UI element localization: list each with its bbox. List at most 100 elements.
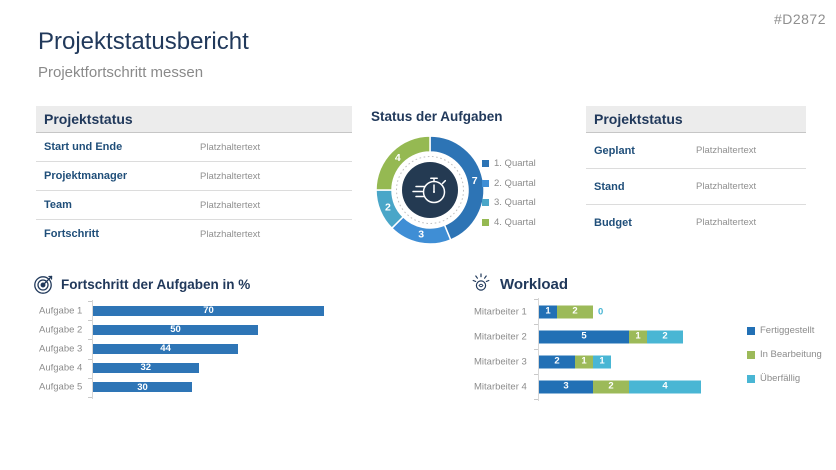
workload-row: Mitarbeiter 4 3 2 4 xyxy=(472,374,742,399)
legend-label: 4. Quartal xyxy=(494,216,536,228)
row-value: Platzhaltertext xyxy=(696,217,757,228)
stacked-segment: 1 xyxy=(629,330,647,343)
axis-tick xyxy=(88,358,92,360)
legend-swatch xyxy=(482,199,489,206)
table-row: Projektmanager Platzhaltertext xyxy=(36,162,352,191)
category-label: Aufgabe 5 xyxy=(39,381,83,393)
category-label: Mitarbeiter 1 xyxy=(474,306,527,317)
progress-row: Aufgabe 5 30 xyxy=(36,378,341,397)
axis-tick xyxy=(88,320,92,322)
axis-tick xyxy=(88,397,92,398)
stacked-segment: 2 xyxy=(557,305,593,318)
stacked-segment: 1 xyxy=(539,305,557,318)
segment-value-label: 2 xyxy=(554,355,560,367)
axis-tick xyxy=(88,377,92,379)
page-title: Projektstatusbericht xyxy=(38,28,249,55)
row-value: Platzhaltertext xyxy=(200,170,261,182)
table-row: Budget Platzhaltertext xyxy=(586,205,806,240)
right-table-header: Projektstatus xyxy=(586,106,806,133)
target-icon xyxy=(34,275,53,294)
axis-tick xyxy=(534,349,538,350)
progress-row: Aufgabe 4 32 xyxy=(36,359,341,378)
bar: 30 xyxy=(93,381,192,393)
stacked-segment: 2 xyxy=(647,330,683,343)
category-label: Mitarbeiter 2 xyxy=(474,331,527,342)
right-table-body: Geplant Platzhaltertext Stand Platzhalterte… xyxy=(586,133,806,240)
segment-value-label: 2 xyxy=(572,305,578,317)
donut-value-label: 2 xyxy=(385,201,391,213)
zero-value-label: 0 xyxy=(598,306,604,317)
row-label: Stand xyxy=(594,180,625,193)
row-label: Start und Ende xyxy=(44,141,123,153)
donut-center-disc xyxy=(402,162,458,218)
legend-item: Überfällig xyxy=(747,373,822,384)
progress-row: Aufgabe 3 44 xyxy=(36,339,341,358)
legend-swatch xyxy=(482,179,489,187)
bar: 50 xyxy=(93,324,258,335)
stacked-segment: 1 xyxy=(593,355,611,368)
table-row: Fortschritt Platzhaltertext xyxy=(36,220,352,248)
legend-label: 2. Quartal xyxy=(494,177,536,189)
stacked-segment: 3 xyxy=(539,380,593,393)
legend-swatch xyxy=(747,350,755,359)
bar-value-label: 30 xyxy=(137,381,148,393)
row-value: Platzhaltertext xyxy=(200,141,261,153)
legend-label: Überfällig xyxy=(760,373,801,384)
legend-item: 4. Quartal xyxy=(482,217,536,228)
row-value: Platzhaltertext xyxy=(200,228,261,240)
axis-tick xyxy=(534,324,538,325)
workload-axis-line xyxy=(538,298,539,401)
row-label: Projektmanager xyxy=(44,170,128,182)
legend-item: 3. Quartal xyxy=(482,197,536,208)
segment-value-label: 4 xyxy=(662,380,668,392)
stacked-segment: 4 xyxy=(629,380,701,393)
segment-value-label: 1 xyxy=(581,355,587,367)
segment-value-label: 1 xyxy=(545,305,551,317)
category-label: Aufgabe 1 xyxy=(39,305,83,317)
progress-chart-title: Fortschritt der Aufgaben in % xyxy=(61,277,251,292)
workload-icon xyxy=(472,273,490,291)
category-label: Aufgabe 4 xyxy=(39,362,83,374)
table-row: Geplant Platzhaltertext xyxy=(586,133,806,169)
row-label: Fortschritt xyxy=(44,228,99,240)
progress-chart: Aufgabe 1 70 Aufgabe 2 50 Aufgabe 3 44 Aufgabe… xyxy=(36,300,341,399)
segment-value-label: 1 xyxy=(599,355,605,367)
category-label: Mitarbeiter 3 xyxy=(474,356,527,367)
workload-chart-title: Workload xyxy=(500,276,569,293)
bar-value-label: 44 xyxy=(160,343,171,355)
bar: 70 xyxy=(93,305,324,316)
donut-legend: 1. Quartal 2. Quartal 3. Quartal 4. Quartal xyxy=(482,158,536,228)
left-status-table: Projektstatus Start und Ende Platzhaltert… xyxy=(36,106,352,248)
legend-label: In Bearbeitung xyxy=(760,349,822,360)
donut-value-label: 7 xyxy=(472,175,478,187)
stopwatch-icon xyxy=(412,177,447,204)
donut-segments: 7 3 2 4 xyxy=(375,135,485,245)
legend-swatch xyxy=(482,218,489,226)
right-status-table: Projektstatus Geplant Platzhaltertext Stan… xyxy=(586,106,806,240)
legend-item: 2. Quartal xyxy=(482,178,536,189)
legend-item: 1. Quartal xyxy=(482,158,536,169)
donut-value-label: 3 xyxy=(418,229,424,241)
stacked-segment: 1 xyxy=(575,355,593,368)
axis-tick xyxy=(534,299,538,300)
row-value: Platzhaltertext xyxy=(200,199,261,211)
workload-row: Mitarbeiter 1 1 2 0 xyxy=(472,299,742,324)
watermark-code: #D2872 xyxy=(773,11,826,27)
row-label: Budget xyxy=(594,216,632,229)
category-label: Mitarbeiter 4 xyxy=(474,381,527,392)
row-value: Platzhaltertext xyxy=(696,181,757,192)
stacked-segment: 2 xyxy=(593,380,629,393)
segment-value-label: 5 xyxy=(581,330,587,342)
legend-swatch xyxy=(747,374,755,383)
axis-tick xyxy=(534,399,538,400)
donut-chart-title: Status der Aufgaben xyxy=(371,109,503,124)
category-label: Aufgabe 2 xyxy=(39,324,83,336)
segment-value-label: 2 xyxy=(662,330,668,342)
stacked-segment: 5 xyxy=(539,330,629,343)
donut-dotted-ring xyxy=(396,156,464,224)
category-label: Aufgabe 3 xyxy=(39,343,83,355)
axis-tick xyxy=(88,339,92,341)
legend-swatch xyxy=(482,160,489,167)
legend-label: 3. Quartal xyxy=(494,197,536,208)
